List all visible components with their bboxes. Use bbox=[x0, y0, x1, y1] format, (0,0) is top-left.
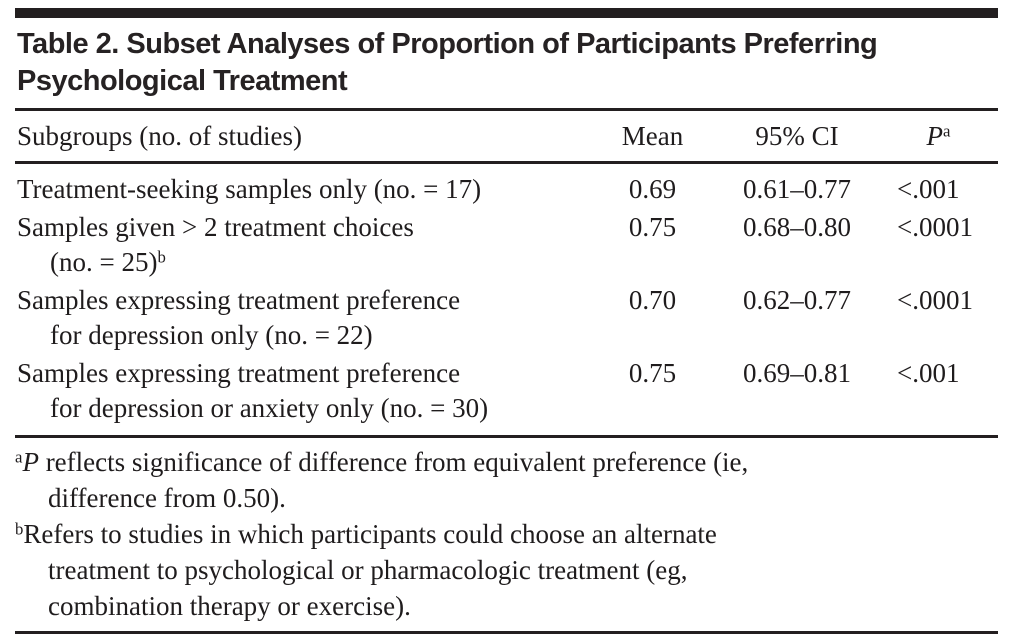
col-header-ci: 95% CI bbox=[755, 121, 839, 151]
row-p-value: <.001 bbox=[897, 358, 960, 388]
col-header-p: Pa bbox=[879, 119, 998, 154]
row-label-line: Samples given > 2 treatment choices bbox=[17, 212, 414, 242]
col-header-subgroups: Subgroups (no. of studies) bbox=[17, 121, 302, 151]
row-label-line: Treatment-seeking samples only (no. = 17… bbox=[17, 174, 482, 204]
p-superscript: a bbox=[943, 121, 951, 141]
row-p-value: <.0001 bbox=[897, 285, 973, 315]
row-label: Samples expressing treatment preference f… bbox=[15, 283, 590, 353]
title-divider-rule bbox=[15, 108, 998, 111]
footnote-line: difference from 0.50). bbox=[48, 483, 286, 513]
row-footnote-marker: b bbox=[157, 247, 166, 267]
footnote-line: treatment to psychological or pharmacolo… bbox=[48, 555, 688, 585]
footnote-marker: b bbox=[15, 519, 24, 539]
footnotes: aP reflects significance of difference f… bbox=[15, 438, 998, 631]
row-ci-value: 0.62–0.77 bbox=[743, 285, 851, 315]
row-ci-value: 0.69–0.81 bbox=[743, 358, 851, 388]
footnote-line: bRefers to studies in which participants… bbox=[15, 519, 717, 549]
row-ci-value: 0.68–0.80 bbox=[743, 212, 851, 242]
row-mean-value: 0.75 bbox=[628, 212, 677, 242]
row-label: Treatment-seeking samples only (no. = 17… bbox=[15, 172, 590, 207]
table-row: Samples given > 2 treatment choices (no. … bbox=[15, 210, 998, 280]
table-title: Table 2. Subset Analyses of Proportion o… bbox=[17, 28, 878, 97]
footnote: bRefers to studies in which participants… bbox=[15, 516, 998, 624]
row-mean-value: 0.75 bbox=[628, 358, 677, 388]
bottom-rule bbox=[15, 631, 998, 634]
body-divider-rule bbox=[15, 435, 998, 438]
row-p-value: <.0001 bbox=[897, 212, 973, 242]
row-ci-value: 0.61–0.77 bbox=[743, 174, 851, 204]
table-row: Treatment-seeking samples only (no. = 17… bbox=[15, 172, 998, 207]
table-figure: Table 2. Subset Analyses of Proportion o… bbox=[15, 8, 998, 634]
column-header-row: Subgroups (no. of studies) Mean 95% CI P… bbox=[15, 111, 998, 161]
row-label-line: Samples expressing treatment preference bbox=[17, 358, 461, 388]
top-rule bbox=[15, 8, 998, 18]
header-divider-rule bbox=[15, 161, 998, 164]
row-label-line: (no. = 25)b bbox=[50, 247, 166, 277]
row-label-line: for depression or anxiety only (no. = 30… bbox=[50, 393, 489, 423]
row-p-value: <.001 bbox=[897, 174, 960, 204]
row-label-line: for depression only (no. = 22) bbox=[50, 320, 373, 350]
footnote-italic-lead: P bbox=[22, 447, 39, 477]
table-row: Samples expressing treatment preference f… bbox=[15, 283, 998, 353]
footnote-line: combination therapy or exercise). bbox=[48, 591, 411, 621]
table-row: Samples expressing treatment preference f… bbox=[15, 356, 998, 426]
footnote: aP reflects significance of difference f… bbox=[15, 444, 998, 516]
table-body: Treatment-seeking samples only (no. = 17… bbox=[15, 164, 998, 435]
footnote-marker: a bbox=[15, 447, 23, 467]
col-header-mean: Mean bbox=[621, 121, 684, 151]
row-label-line: Samples expressing treatment preference bbox=[17, 285, 461, 315]
footnote-line: aP reflects significance of difference f… bbox=[15, 447, 749, 477]
row-label: Samples expressing treatment preference f… bbox=[15, 356, 590, 426]
row-mean-value: 0.70 bbox=[628, 285, 677, 315]
row-label: Samples given > 2 treatment choices (no. … bbox=[15, 210, 590, 280]
row-mean-value: 0.69 bbox=[628, 174, 677, 204]
p-italic: P bbox=[926, 121, 944, 151]
